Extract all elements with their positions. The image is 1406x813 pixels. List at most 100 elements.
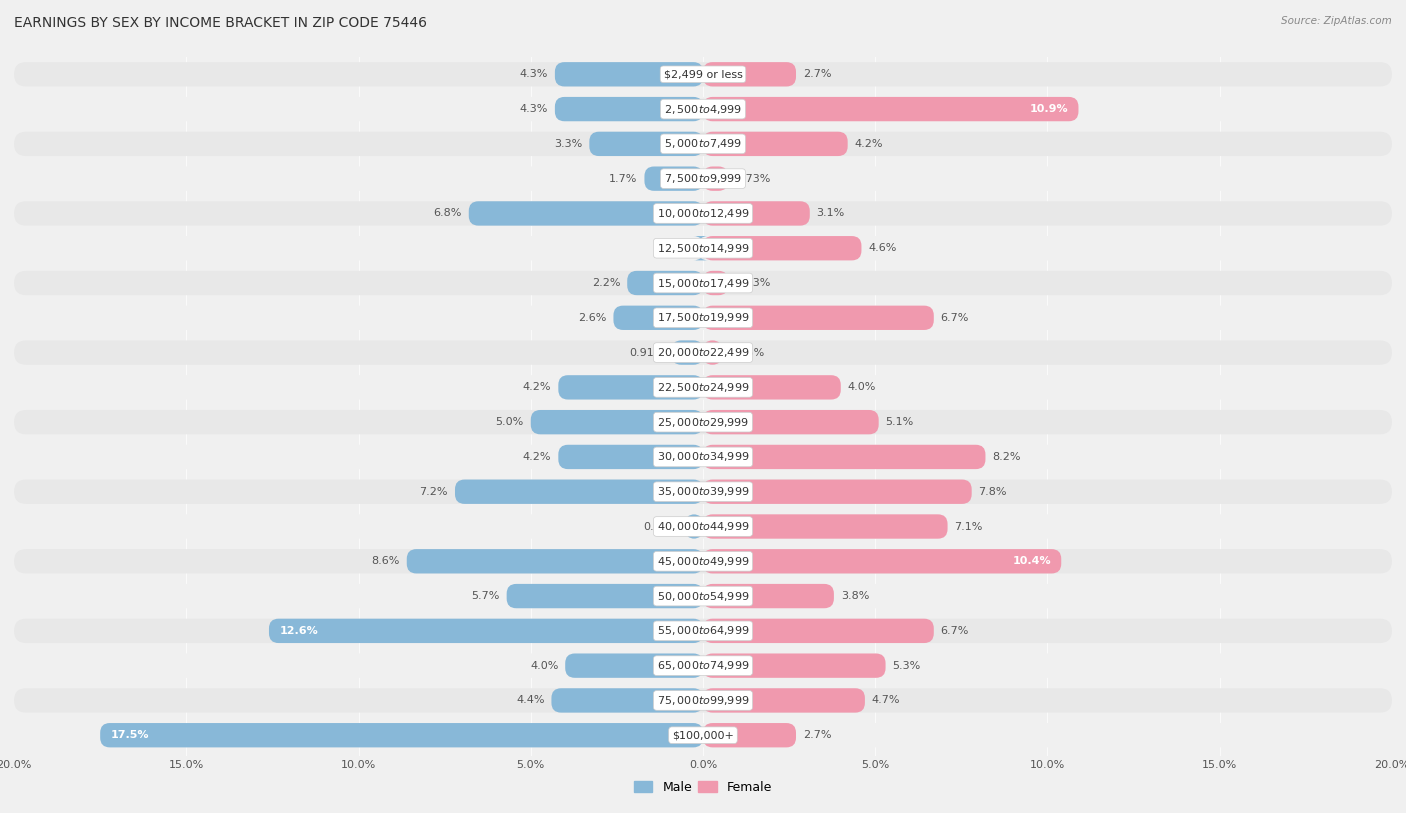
FancyBboxPatch shape	[703, 271, 728, 295]
Text: 4.4%: 4.4%	[516, 695, 544, 706]
Text: $55,000 to $64,999: $55,000 to $64,999	[657, 624, 749, 637]
FancyBboxPatch shape	[558, 445, 703, 469]
FancyBboxPatch shape	[14, 202, 1392, 226]
FancyBboxPatch shape	[14, 306, 1392, 330]
FancyBboxPatch shape	[703, 132, 848, 156]
Text: $20,000 to $22,499: $20,000 to $22,499	[657, 346, 749, 359]
FancyBboxPatch shape	[14, 236, 1392, 260]
Text: 4.2%: 4.2%	[523, 452, 551, 462]
Text: 5.0%: 5.0%	[496, 417, 524, 427]
FancyBboxPatch shape	[456, 480, 703, 504]
FancyBboxPatch shape	[14, 62, 1392, 86]
Text: 7.1%: 7.1%	[955, 521, 983, 532]
FancyBboxPatch shape	[555, 62, 703, 86]
Text: $2,499 or less: $2,499 or less	[664, 69, 742, 80]
FancyBboxPatch shape	[693, 236, 709, 260]
Text: $65,000 to $74,999: $65,000 to $74,999	[657, 659, 749, 672]
Text: EARNINGS BY SEX BY INCOME BRACKET IN ZIP CODE 75446: EARNINGS BY SEX BY INCOME BRACKET IN ZIP…	[14, 16, 427, 30]
Text: 1.7%: 1.7%	[609, 174, 637, 184]
Text: $7,500 to $9,999: $7,500 to $9,999	[664, 172, 742, 185]
Text: 6.7%: 6.7%	[941, 626, 969, 636]
Text: $5,000 to $7,499: $5,000 to $7,499	[664, 137, 742, 150]
Text: $30,000 to $34,999: $30,000 to $34,999	[657, 450, 749, 463]
Text: 10.9%: 10.9%	[1029, 104, 1069, 114]
FancyBboxPatch shape	[14, 723, 1392, 747]
FancyBboxPatch shape	[14, 341, 1392, 365]
FancyBboxPatch shape	[703, 306, 934, 330]
FancyBboxPatch shape	[14, 271, 1392, 295]
Text: 2.6%: 2.6%	[578, 313, 606, 323]
FancyBboxPatch shape	[685, 515, 703, 539]
FancyBboxPatch shape	[703, 654, 886, 678]
Text: $17,500 to $19,999: $17,500 to $19,999	[657, 311, 749, 324]
Text: 3.8%: 3.8%	[841, 591, 869, 601]
FancyBboxPatch shape	[14, 515, 1392, 539]
FancyBboxPatch shape	[703, 97, 1078, 121]
FancyBboxPatch shape	[14, 97, 1392, 121]
FancyBboxPatch shape	[468, 202, 703, 226]
Text: $22,500 to $24,999: $22,500 to $24,999	[657, 380, 749, 393]
FancyBboxPatch shape	[531, 410, 703, 434]
Text: 2.2%: 2.2%	[592, 278, 620, 288]
Text: 0.52%: 0.52%	[643, 521, 678, 532]
FancyBboxPatch shape	[703, 584, 834, 608]
Text: 2.7%: 2.7%	[803, 730, 831, 740]
Text: 2.7%: 2.7%	[803, 69, 831, 80]
FancyBboxPatch shape	[703, 619, 934, 643]
FancyBboxPatch shape	[14, 689, 1392, 713]
Text: $25,000 to $29,999: $25,000 to $29,999	[657, 415, 749, 428]
FancyBboxPatch shape	[644, 167, 703, 191]
FancyBboxPatch shape	[703, 62, 796, 86]
Text: 7.8%: 7.8%	[979, 487, 1007, 497]
Text: 5.7%: 5.7%	[471, 591, 499, 601]
Text: $75,000 to $99,999: $75,000 to $99,999	[657, 694, 749, 707]
Text: 4.0%: 4.0%	[848, 382, 876, 393]
Text: $15,000 to $17,499: $15,000 to $17,499	[657, 276, 749, 289]
FancyBboxPatch shape	[703, 689, 865, 713]
FancyBboxPatch shape	[14, 584, 1392, 608]
FancyBboxPatch shape	[14, 132, 1392, 156]
Text: 12.6%: 12.6%	[280, 626, 318, 636]
Text: $10,000 to $12,499: $10,000 to $12,499	[657, 207, 749, 220]
Text: 5.3%: 5.3%	[893, 661, 921, 671]
Text: 7.2%: 7.2%	[419, 487, 449, 497]
FancyBboxPatch shape	[14, 480, 1392, 504]
Text: 0.13%: 0.13%	[657, 243, 692, 253]
Text: 4.7%: 4.7%	[872, 695, 900, 706]
Text: $40,000 to $44,999: $40,000 to $44,999	[657, 520, 749, 533]
Text: 3.3%: 3.3%	[554, 139, 582, 149]
Text: 8.6%: 8.6%	[371, 556, 399, 567]
FancyBboxPatch shape	[555, 97, 703, 121]
Text: Source: ZipAtlas.com: Source: ZipAtlas.com	[1281, 16, 1392, 26]
Text: 0.73%: 0.73%	[735, 174, 770, 184]
Text: 4.3%: 4.3%	[520, 69, 548, 80]
Text: 5.1%: 5.1%	[886, 417, 914, 427]
FancyBboxPatch shape	[269, 619, 703, 643]
Text: 4.6%: 4.6%	[869, 243, 897, 253]
FancyBboxPatch shape	[703, 480, 972, 504]
FancyBboxPatch shape	[406, 549, 703, 573]
Text: 4.0%: 4.0%	[530, 661, 558, 671]
FancyBboxPatch shape	[14, 167, 1392, 191]
Text: $35,000 to $39,999: $35,000 to $39,999	[657, 485, 749, 498]
Legend: Male, Female: Male, Female	[628, 776, 778, 799]
FancyBboxPatch shape	[613, 306, 703, 330]
Text: 3.1%: 3.1%	[817, 208, 845, 219]
FancyBboxPatch shape	[14, 445, 1392, 469]
FancyBboxPatch shape	[506, 584, 703, 608]
FancyBboxPatch shape	[558, 375, 703, 399]
FancyBboxPatch shape	[703, 410, 879, 434]
FancyBboxPatch shape	[703, 549, 1062, 573]
Text: 6.8%: 6.8%	[433, 208, 461, 219]
FancyBboxPatch shape	[627, 271, 703, 295]
FancyBboxPatch shape	[14, 410, 1392, 434]
FancyBboxPatch shape	[703, 167, 728, 191]
FancyBboxPatch shape	[703, 236, 862, 260]
Text: $12,500 to $14,999: $12,500 to $14,999	[657, 241, 749, 254]
Text: 0.55%: 0.55%	[728, 348, 763, 358]
Text: 4.2%: 4.2%	[523, 382, 551, 393]
Text: $45,000 to $49,999: $45,000 to $49,999	[657, 554, 749, 567]
Text: $100,000+: $100,000+	[672, 730, 734, 740]
Text: $50,000 to $54,999: $50,000 to $54,999	[657, 589, 749, 602]
Text: 6.7%: 6.7%	[941, 313, 969, 323]
